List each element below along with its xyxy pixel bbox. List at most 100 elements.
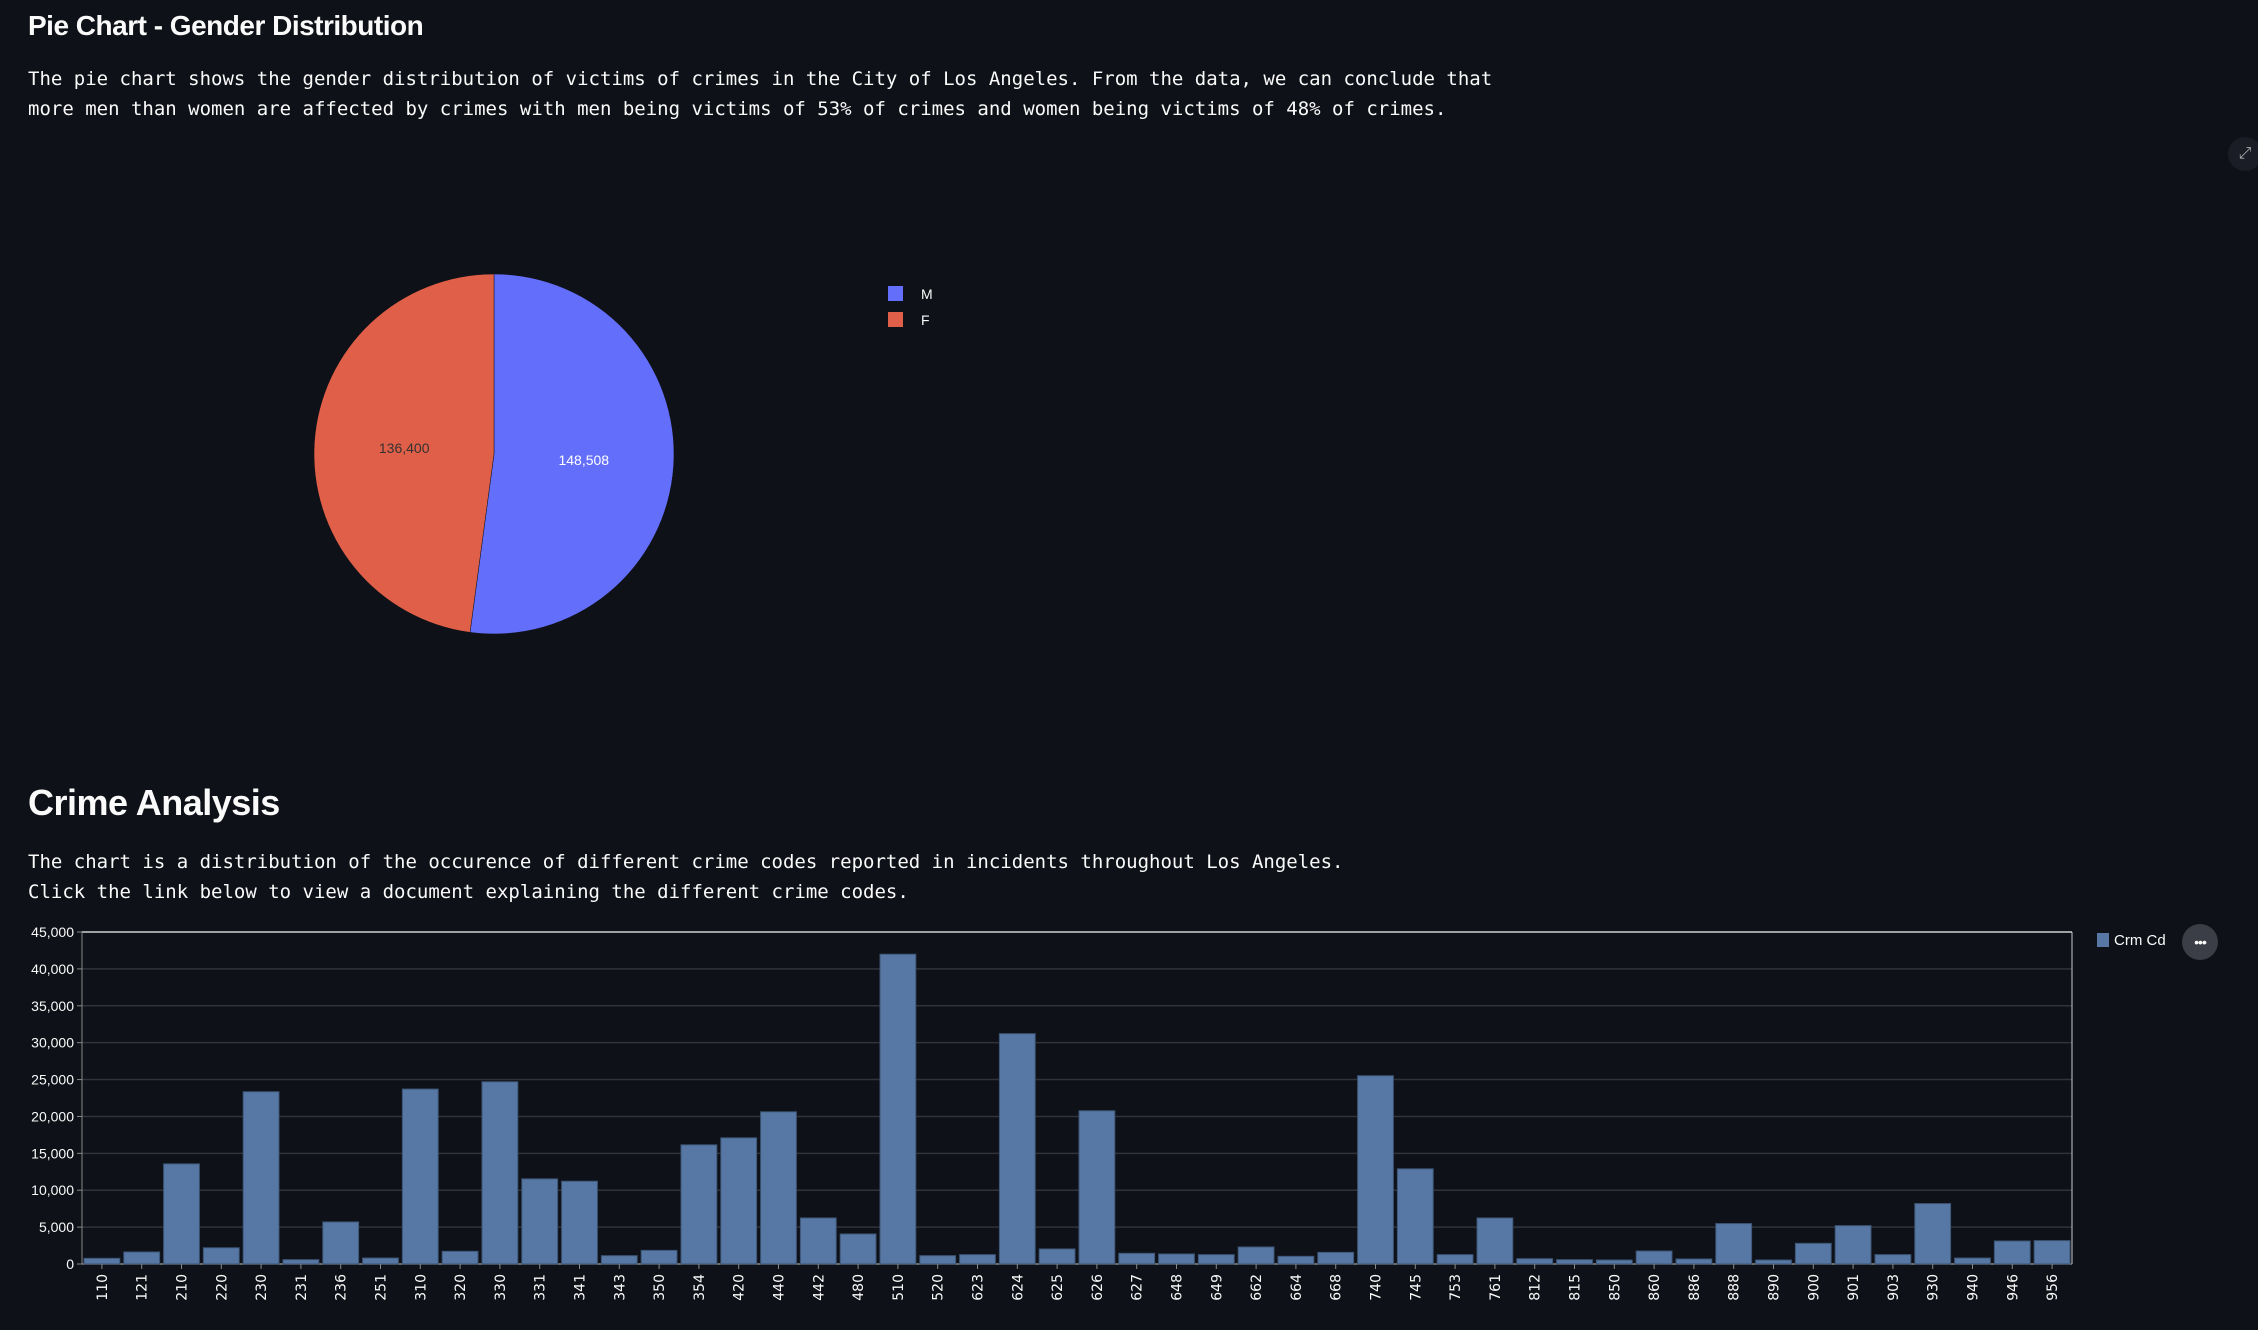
bar-121: [123, 1251, 161, 1265]
bar-236: [322, 1221, 360, 1265]
bar-627: [1118, 1252, 1156, 1265]
x-tick-label: 648: [1170, 1274, 1186, 1301]
x-tick-label: 625: [1050, 1274, 1066, 1301]
x-tick-label: 520: [931, 1274, 947, 1301]
x-tick-label: 903: [1886, 1274, 1902, 1301]
x-tick-label: 940: [1966, 1274, 1982, 1301]
bar-442: [799, 1217, 837, 1265]
legend-swatch-crm-cd: [2097, 933, 2109, 947]
bar-664: [1277, 1255, 1315, 1265]
x-tick-label: 930: [1926, 1274, 1942, 1301]
bar-623: [959, 1254, 996, 1265]
x-tick-label: 320: [453, 1274, 469, 1301]
legend-swatch-F: [888, 312, 903, 327]
bar-815: [1556, 1259, 1593, 1265]
bar-668: [1317, 1251, 1355, 1265]
bar-890: [1755, 1259, 1792, 1265]
x-tick-label: 480: [851, 1274, 867, 1301]
bar-662: [1237, 1246, 1275, 1265]
bar-886: [1675, 1258, 1713, 1265]
legend-label-F: F: [921, 312, 930, 328]
x-tick-label: 901: [1846, 1274, 1862, 1301]
bar-740: [1357, 1075, 1394, 1265]
x-tick-label: 761: [1488, 1274, 1504, 1301]
x-tick-label: 664: [1289, 1274, 1305, 1301]
bar-946: [1993, 1240, 2031, 1265]
x-tick-label: 510: [891, 1274, 907, 1301]
x-tick-label: 753: [1448, 1274, 1464, 1301]
pie-section-title: Pie Chart - Gender Distribution: [28, 10, 424, 41]
x-tick-label: 946: [2005, 1274, 2021, 1301]
bar-626: [1078, 1110, 1116, 1265]
bar-310: [401, 1088, 439, 1265]
x-tick-label: 343: [612, 1274, 628, 1301]
y-tick-label: 35,000: [31, 998, 74, 1014]
x-tick-label: 740: [1369, 1274, 1385, 1301]
bar-903: [1874, 1254, 1912, 1265]
legend-label-crm-cd: Crm Cd: [2114, 932, 2166, 949]
x-tick-label: 442: [811, 1274, 827, 1301]
x-tick-label: 626: [1090, 1274, 1106, 1301]
x-tick-label: 668: [1329, 1274, 1345, 1301]
pie-chart: 148,508 M 136,400 F: [313, 273, 933, 635]
x-tick-label: 850: [1607, 1274, 1623, 1301]
x-tick-label: 900: [1806, 1274, 1822, 1301]
crime-section-title: Crime Analysis: [28, 782, 280, 823]
pie-description-line-1: The pie chart shows the gender distribut…: [28, 68, 1493, 90]
x-tick-label: 354: [692, 1274, 708, 1301]
x-tick-label: 956: [2045, 1274, 2061, 1301]
bar-251: [362, 1257, 399, 1265]
y-tick-label: 10,000: [31, 1182, 74, 1198]
bar-320: [441, 1250, 479, 1265]
x-tick-label: 627: [1130, 1274, 1146, 1301]
x-tick-label: 236: [334, 1274, 350, 1301]
x-tick-label: 888: [1727, 1274, 1743, 1301]
y-tick-label: 40,000: [31, 961, 74, 977]
bar-440: [760, 1111, 797, 1265]
x-tick-label: 812: [1528, 1274, 1544, 1301]
y-tick-label: 30,000: [31, 1035, 74, 1051]
more-horizontal-icon[interactable]: •••: [2182, 924, 2218, 960]
bar-850: [1595, 1259, 1633, 1265]
bar-343: [600, 1255, 638, 1265]
bar-520: [919, 1255, 957, 1265]
x-tick-label: 890: [1767, 1274, 1783, 1301]
bar-350: [640, 1249, 678, 1265]
bar-110: [83, 1257, 121, 1265]
crime-description: The chart is a distribution of the occur…: [28, 847, 1343, 907]
x-tick-label: 331: [533, 1274, 549, 1301]
x-tick-label: 662: [1249, 1274, 1265, 1301]
x-tick-label: 310: [413, 1274, 429, 1301]
pie-description: The pie chart shows the gender distribut…: [28, 64, 1492, 124]
x-tick-label: 815: [1568, 1274, 1584, 1301]
bar-624: [998, 1033, 1036, 1265]
bar-420: [720, 1137, 758, 1265]
bar-648: [1158, 1253, 1195, 1265]
x-tick-label: 220: [214, 1274, 230, 1301]
bar-860: [1635, 1250, 1673, 1265]
expand-icon[interactable]: ⤢: [2228, 137, 2258, 171]
pie-data-label: 148,508: [558, 452, 609, 468]
bar-745: [1396, 1168, 1434, 1265]
x-tick-label: 420: [732, 1274, 748, 1301]
x-tick-label: 649: [1209, 1274, 1225, 1301]
x-tick-label: 210: [175, 1274, 191, 1301]
bar-341: [561, 1180, 598, 1265]
bar-761: [1476, 1217, 1514, 1265]
legend-swatch-M: [888, 286, 903, 301]
x-tick-label: 745: [1408, 1274, 1424, 1301]
y-tick-label: 0: [66, 1256, 74, 1272]
bar-330: [481, 1081, 519, 1265]
bar-331: [521, 1178, 559, 1265]
y-tick-label: 45,000: [31, 924, 74, 940]
crime-description-line-1: The chart is a distribution of the occur…: [28, 851, 1344, 873]
bar-480: [839, 1233, 877, 1265]
bar-220: [202, 1247, 240, 1265]
bar-510: [879, 953, 917, 1265]
pie-slice-M: [469, 273, 675, 635]
bar-231: [282, 1259, 320, 1265]
bar-940: [1954, 1257, 1991, 1265]
bar-900: [1794, 1242, 1832, 1265]
x-tick-label: 341: [573, 1274, 589, 1301]
